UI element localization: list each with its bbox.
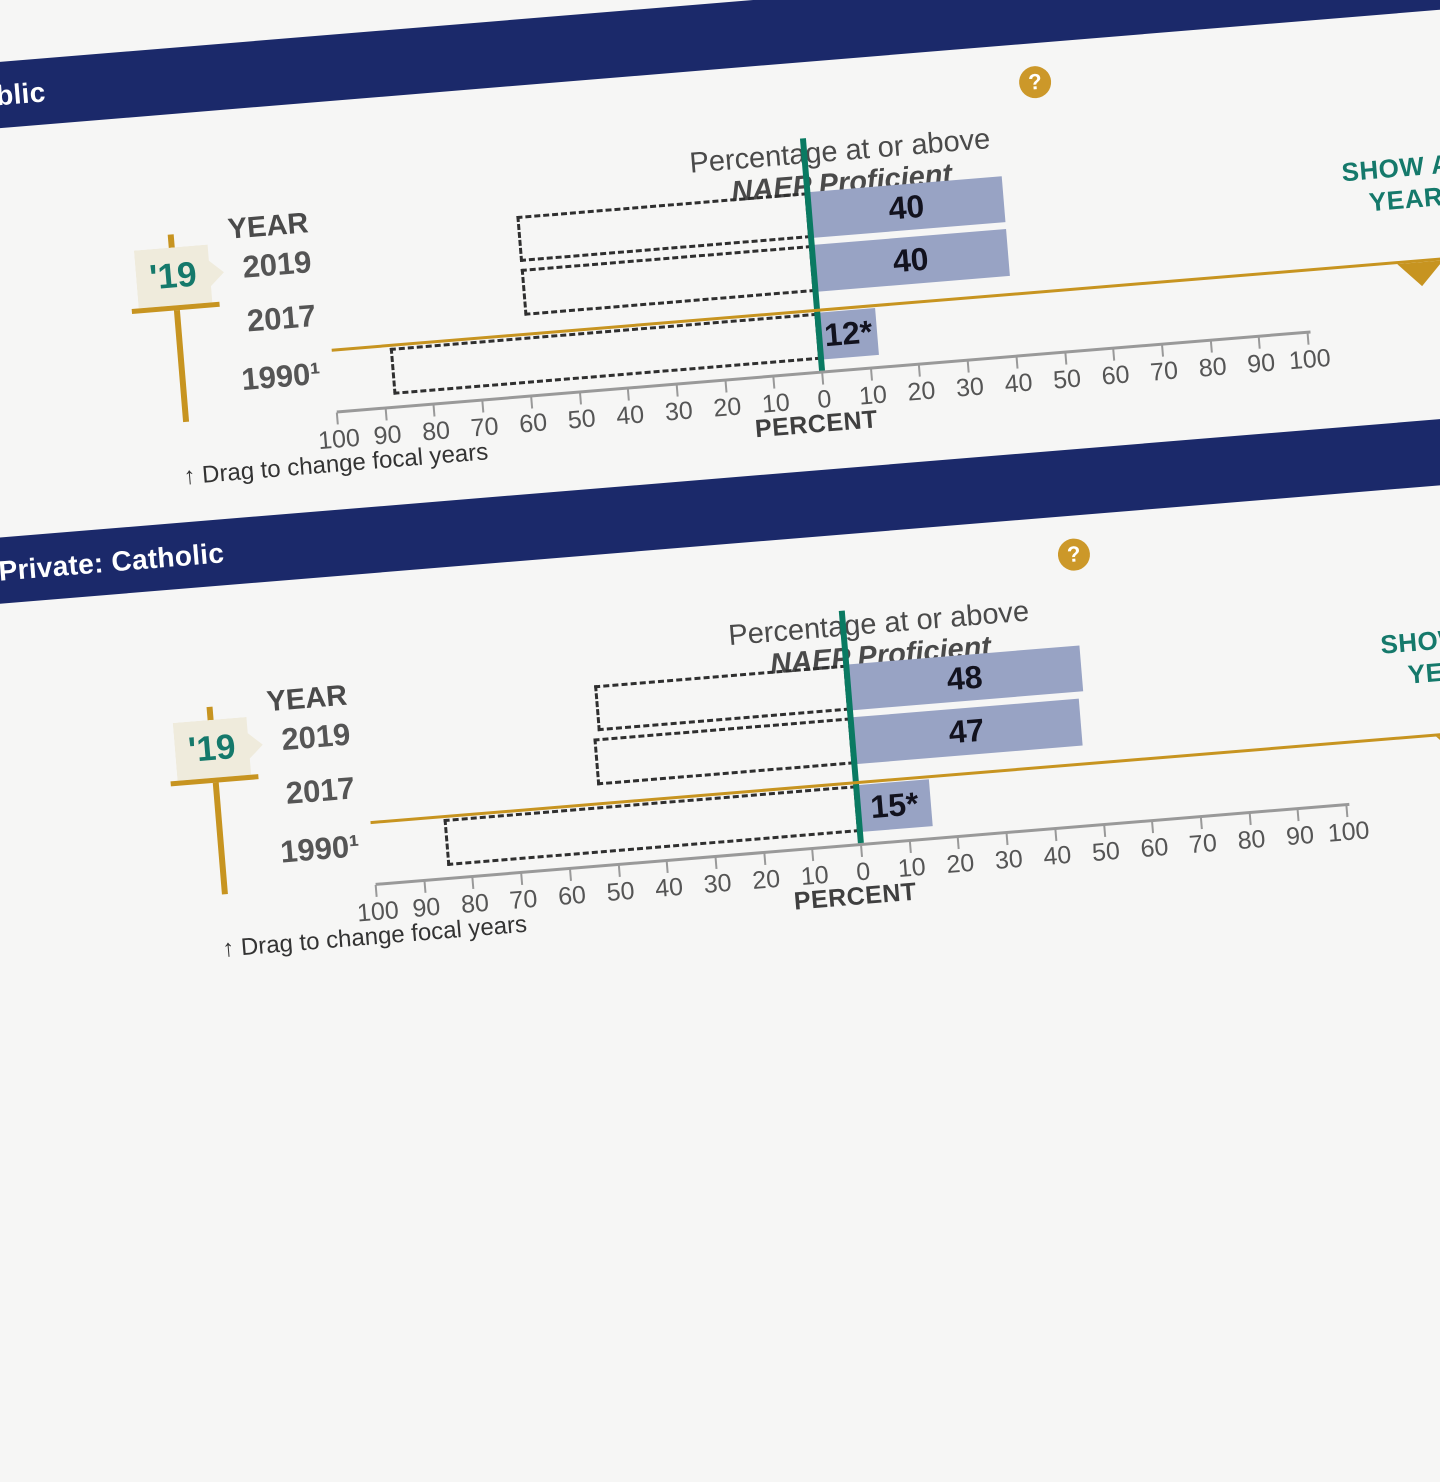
axis-tick <box>665 860 669 874</box>
axis-tick <box>1306 332 1310 345</box>
axis-tick <box>1005 832 1009 846</box>
axis-tick <box>957 836 961 850</box>
axis-tick <box>1258 336 1261 349</box>
axis-tick <box>432 404 436 417</box>
axis-tick <box>908 840 912 854</box>
axis-tick <box>714 856 718 870</box>
axis-tick <box>1112 348 1116 361</box>
axis-tick <box>1248 813 1252 826</box>
bar-1990¹: 12* <box>817 308 880 360</box>
axis-tick <box>1296 809 1300 822</box>
axis-tick <box>423 880 427 893</box>
axis-tick <box>724 380 728 393</box>
axis-tick <box>918 364 922 377</box>
axis-tick-label: 100 <box>1326 816 1371 848</box>
axis-tick <box>772 376 776 389</box>
axis-tick <box>627 388 631 401</box>
axis-tick <box>675 384 679 397</box>
axis-tick <box>1160 344 1164 357</box>
axis-tick <box>335 412 339 425</box>
axis-tick <box>1199 816 1203 830</box>
axis-tick <box>1209 340 1213 353</box>
axis-tick <box>481 400 485 413</box>
axis-tick <box>762 852 766 866</box>
axis-tick <box>1345 805 1349 818</box>
axis-tick <box>384 408 388 421</box>
axis-tick <box>578 392 582 405</box>
axis-tick <box>966 360 970 373</box>
bar-2017: 47 <box>850 698 1083 765</box>
axis-tick <box>1151 820 1155 834</box>
axis-tick <box>860 844 864 858</box>
axis-tick <box>374 884 378 897</box>
bar-1990¹: 15* <box>856 779 933 833</box>
axis-tick <box>811 848 815 862</box>
axis-tick <box>471 876 475 889</box>
axis-tick <box>869 368 873 381</box>
axis-tick <box>1102 824 1106 838</box>
axis-tick <box>821 372 825 385</box>
axis-tick <box>1054 828 1058 842</box>
show-all-years-button[interactable]: SHOW ALL YEARS <box>1379 618 1440 690</box>
axis-tick <box>1015 356 1019 369</box>
axis-tick <box>568 868 572 881</box>
timeline-end-marker-icon <box>1397 260 1440 289</box>
axis-tick <box>1063 352 1067 365</box>
show-all-years-button[interactable]: SHOW ALL YEARS <box>1340 145 1440 218</box>
axis-tick <box>529 396 533 409</box>
axis-tick-label: 100 <box>1287 343 1332 376</box>
axis-tick <box>617 864 621 877</box>
below-proficient-box-1990¹ <box>390 312 822 395</box>
axis-tick <box>520 872 524 885</box>
bar-2017: 40 <box>811 229 1010 292</box>
